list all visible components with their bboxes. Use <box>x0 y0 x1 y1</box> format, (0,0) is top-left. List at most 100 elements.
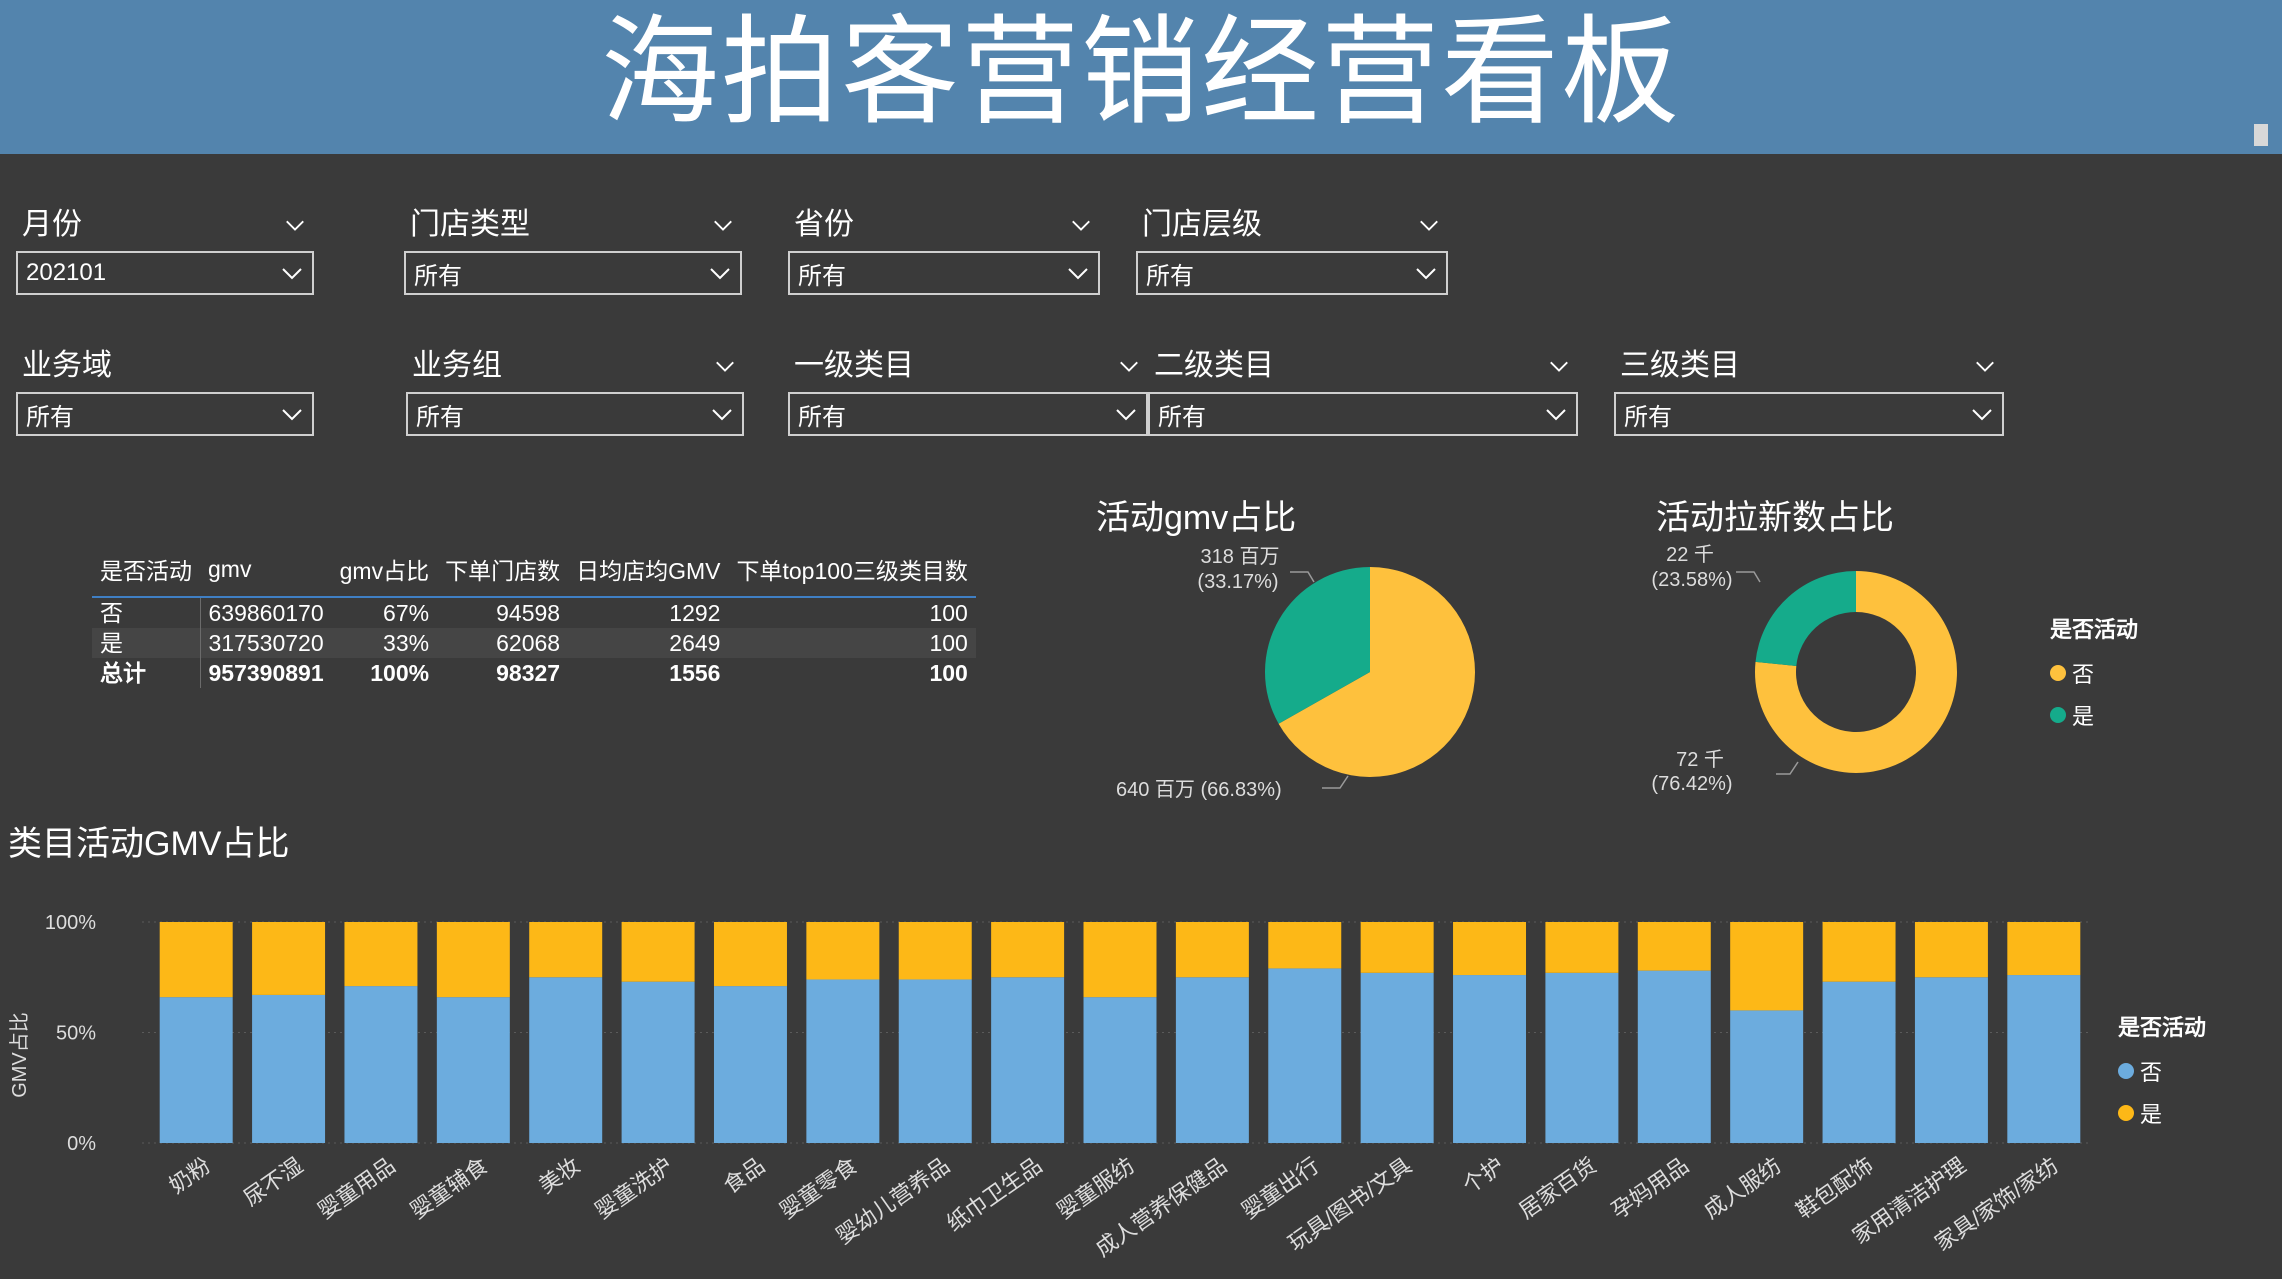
province-dropdown[interactable]: 所有 <box>788 251 1100 295</box>
store-type-dropdown[interactable]: 所有 <box>404 251 742 295</box>
pie-slice-no[interactable] <box>1278 567 1475 777</box>
bar-segment-yes[interactable] <box>1914 922 1988 978</box>
table-cell: 33% <box>331 628 438 658</box>
bar-segment-no[interactable] <box>159 997 233 1143</box>
bar-segment-yes[interactable] <box>1453 922 1527 976</box>
bar-segment-yes[interactable] <box>806 922 880 980</box>
bar-segment-no[interactable] <box>1822 981 1896 1143</box>
bar-segment-no[interactable] <box>806 979 880 1143</box>
bar-segment-yes[interactable] <box>1360 922 1434 973</box>
business-group-dropdown[interactable]: 所有 <box>406 392 744 436</box>
category-stacked-bar-chart: GMV占比 0% 50% 100% 奶粉 尿不湿 婴童用品 婴童辅食 美妆 婴童洗护 食品 婴童零… <box>8 912 2090 1261</box>
bar-segment-no[interactable] <box>1268 968 1342 1143</box>
donut-slice-yes[interactable] <box>1755 571 1856 666</box>
chevron-down-icon[interactable] <box>1118 355 1140 377</box>
table-cell: 100 <box>728 628 976 658</box>
bar-segment-no[interactable] <box>1637 970 1711 1143</box>
bar-segment-no[interactable] <box>991 977 1065 1143</box>
category-3-dropdown[interactable]: 所有 <box>1614 392 2004 436</box>
chevron-down-icon <box>1416 268 1436 280</box>
table-cell: 957390891 <box>208 660 324 686</box>
bar-segment-yes[interactable] <box>2007 922 2081 976</box>
legend-item-no[interactable]: 否 <box>2050 652 2138 694</box>
column-header[interactable]: gmv占比 <box>331 548 438 598</box>
bar-segment-yes[interactable] <box>1083 922 1157 998</box>
page-title: 海拍客营销经营看板 <box>600 7 1681 139</box>
bar-segment-no[interactable] <box>1360 972 1434 1143</box>
legend-item-no[interactable]: 否 <box>2118 1050 2206 1092</box>
x-tick-label: 孕妈用品 <box>1607 1153 1693 1224</box>
bar-segment-no[interactable] <box>621 981 695 1143</box>
x-tick-label: 美妆 <box>534 1153 584 1199</box>
legend-item-yes[interactable]: 是 <box>2118 1092 2206 1134</box>
pie-slice-yes[interactable] <box>1265 567 1370 724</box>
bar-segment-no[interactable] <box>1545 972 1619 1143</box>
bar-segment-no[interactable] <box>713 986 787 1143</box>
bar-segment-yes[interactable] <box>1545 922 1619 973</box>
dropdown-value: 所有 <box>1158 403 1206 431</box>
label-leader-line <box>1322 775 1349 789</box>
table-cell: 639860170 <box>208 600 324 626</box>
column-header[interactable]: gmv <box>200 548 332 598</box>
label-leader-line <box>1290 571 1315 583</box>
filter-label: 二级类目 <box>1154 349 1274 382</box>
bar-segment-yes[interactable] <box>713 922 787 987</box>
chevron-down-icon[interactable] <box>714 355 736 377</box>
bar-segment-no[interactable] <box>1083 997 1157 1143</box>
category-1-dropdown[interactable]: 所有 <box>788 392 1148 436</box>
y-axis-label: GMV占比 <box>8 1012 31 1098</box>
bar-segment-yes[interactable] <box>1637 922 1711 971</box>
column-header[interactable]: 日均店均GMV <box>568 548 729 598</box>
donut-slice-no[interactable] <box>1755 571 1957 773</box>
y-tick-label: 0% <box>67 1133 96 1155</box>
month-dropdown[interactable]: 202101 <box>16 251 314 295</box>
table-cell: 62068 <box>437 628 569 658</box>
chevron-down-icon[interactable] <box>1974 355 1996 377</box>
scrollbar-thumb[interactable] <box>2254 124 2268 146</box>
bar-segment-yes[interactable] <box>1730 922 1804 1011</box>
chevron-down-icon[interactable] <box>284 214 306 236</box>
chevron-down-icon[interactable] <box>1070 214 1092 236</box>
bar-segment-no[interactable] <box>252 994 326 1143</box>
bar-segment-yes[interactable] <box>344 922 418 987</box>
bar-segment-yes[interactable] <box>436 922 510 998</box>
bar-segment-no[interactable] <box>344 986 418 1143</box>
legend-item-yes[interactable]: 是 <box>2050 694 2138 736</box>
bar-segment-no[interactable] <box>1453 975 1527 1143</box>
x-tick-label: 成人服纺 <box>1699 1153 1785 1224</box>
bar-segment-yes[interactable] <box>1822 922 1896 982</box>
bar-segment-no[interactable] <box>436 997 510 1143</box>
chevron-down-icon[interactable] <box>1548 355 1570 377</box>
filter-label: 月份 <box>22 208 82 241</box>
bar-segment-no[interactable] <box>2007 975 2081 1143</box>
x-tick-label: 鞋包配饰 <box>1791 1153 1877 1224</box>
y-axis-ticks: 0% 50% 100% <box>45 912 96 1155</box>
bar-segment-yes[interactable] <box>898 922 972 980</box>
bar-segment-yes[interactable] <box>1268 922 1342 969</box>
bar-segment-yes[interactable] <box>159 922 233 998</box>
bar-segment-yes[interactable] <box>252 922 326 995</box>
filter-label: 业务组 <box>412 349 502 382</box>
chevron-down-icon[interactable] <box>712 214 734 236</box>
chevron-down-icon <box>282 409 302 421</box>
business-domain-dropdown[interactable]: 所有 <box>16 392 314 436</box>
column-header[interactable]: 是否活动 <box>92 548 200 598</box>
store-level-dropdown[interactable]: 所有 <box>1136 251 1448 295</box>
bar-segment-no[interactable] <box>1175 977 1249 1143</box>
bar-segment-no[interactable] <box>529 977 603 1143</box>
bar-segment-no[interactable] <box>1914 977 1988 1143</box>
column-header[interactable]: 下单门店数 <box>437 548 569 598</box>
bar-segment-yes[interactable] <box>529 922 603 978</box>
category-2-dropdown[interactable]: 所有 <box>1148 392 1578 436</box>
legend-dot <box>2050 707 2066 723</box>
bar-segment-yes[interactable] <box>621 922 695 982</box>
chevron-down-icon[interactable] <box>1418 214 1440 236</box>
bar-segment-yes[interactable] <box>1175 922 1249 978</box>
column-header[interactable]: 下单top100三级类目数 <box>728 548 976 598</box>
table-row: 是 317530720 33% 62068 2649 100 <box>92 628 976 658</box>
bar-segment-yes[interactable] <box>991 922 1065 978</box>
bar-segment-no[interactable] <box>1730 1010 1804 1143</box>
filter-label: 一级类目 <box>794 349 914 382</box>
bar-segment-no[interactable] <box>898 979 972 1143</box>
table-cell: 1556 <box>669 660 721 686</box>
